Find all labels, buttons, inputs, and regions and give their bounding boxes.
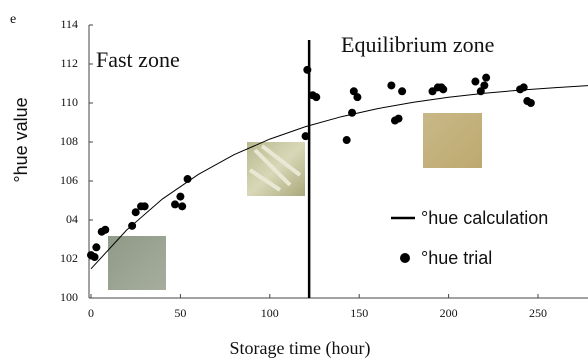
data-point xyxy=(482,73,491,82)
data-point xyxy=(398,87,407,96)
data-point xyxy=(92,243,101,252)
data-point xyxy=(301,132,310,141)
data-point xyxy=(140,202,149,211)
fit-curve xyxy=(90,85,588,270)
photo-texture xyxy=(248,144,302,192)
data-point xyxy=(476,87,485,96)
y-tick-label: 110 xyxy=(60,95,78,109)
x-tick-label: 200 xyxy=(440,306,458,320)
data-point xyxy=(176,192,185,201)
x-tick-label: 150 xyxy=(350,306,368,320)
legend-label: °hue calculation xyxy=(421,208,548,228)
y-tick-label: 100 xyxy=(60,290,78,304)
sample-photo xyxy=(108,236,166,290)
data-point xyxy=(183,175,192,184)
data-point xyxy=(519,83,528,92)
data-point xyxy=(349,87,358,96)
data-point xyxy=(353,93,362,102)
data-point xyxy=(471,77,480,86)
data-point xyxy=(131,208,140,217)
y-tick-label: 114 xyxy=(60,17,78,31)
y-tick-label: 108 xyxy=(60,134,78,148)
y-tick-label: 106 xyxy=(60,173,78,187)
x-tick-label: 0 xyxy=(88,306,94,320)
data-point xyxy=(101,225,110,234)
data-point xyxy=(387,81,396,90)
data-point xyxy=(439,85,448,94)
data-point xyxy=(90,253,99,262)
data-point xyxy=(342,136,351,145)
zone-label: Equilibrium zone xyxy=(341,32,494,57)
x-axis-label: Storage time (hour) xyxy=(230,338,371,359)
data-point xyxy=(394,114,403,123)
legend-marker xyxy=(400,253,410,263)
data-point xyxy=(171,200,180,209)
x-tick-label: 100 xyxy=(261,306,279,320)
y-tick-label: 04 xyxy=(66,212,78,226)
y-axis-label: °hue value xyxy=(11,97,31,182)
x-tick-label: 250 xyxy=(529,306,547,320)
y-tick-label: 102 xyxy=(60,251,78,265)
zone-label: Fast zone xyxy=(96,47,180,72)
x-tick-label: 50 xyxy=(174,306,186,320)
data-point xyxy=(480,81,489,90)
data-point xyxy=(526,99,535,107)
data-point xyxy=(312,93,321,102)
y-tick-label: 112 xyxy=(60,56,78,70)
corner-text: e xyxy=(10,12,16,27)
data-point xyxy=(348,108,357,117)
data-point xyxy=(303,65,312,74)
data-point xyxy=(128,221,137,230)
data-point xyxy=(178,202,187,211)
sample-photo xyxy=(423,113,482,168)
legend-label: °hue trial xyxy=(421,248,492,268)
